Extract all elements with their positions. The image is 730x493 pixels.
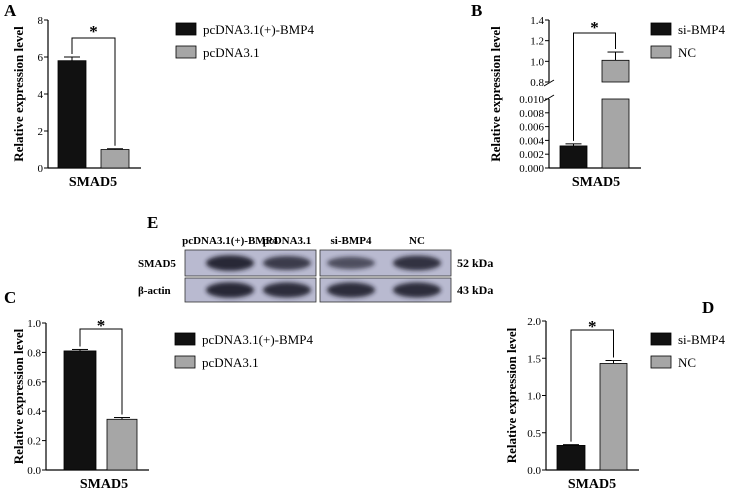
significance-star-A: * xyxy=(89,22,98,41)
legend-swatch-B-1 xyxy=(650,45,672,59)
y-tick-label-C-4: 0.8 xyxy=(27,347,41,359)
y-tick-label-upper-B-2: 1.2 xyxy=(530,36,544,48)
y-tick-label-D-2: 1.0 xyxy=(527,391,541,403)
blot-band-0-0 xyxy=(206,255,254,271)
bar-lower-B-1 xyxy=(601,98,630,169)
blot-row-label-0: SMAD5 xyxy=(138,258,176,270)
y-tick-label-C-2: 0.4 xyxy=(27,406,41,418)
lane-label-3: NC xyxy=(409,235,425,247)
legend-label-C-0: pcDNA3.1(+)-BMP4 xyxy=(202,332,313,347)
y-axis-label-C: Relative expression level xyxy=(11,328,26,464)
y-tick-label-A-2: 4 xyxy=(38,89,44,101)
y-tick-label-D-4: 2.0 xyxy=(527,316,541,328)
significance-star-C: * xyxy=(97,316,106,335)
blot-band-1-1 xyxy=(263,282,311,298)
lane-label-0: pcDNA3.1(+)-BMP4 xyxy=(182,235,278,247)
y-tick-label-lower-B-1: 0.002 xyxy=(519,149,544,161)
legend-swatch-D-1 xyxy=(650,355,672,369)
panel-label-C: C xyxy=(4,288,16,307)
legend-label-D-1: NC xyxy=(678,355,696,370)
y-tick-label-A-0: 0 xyxy=(38,163,44,175)
significance-bracket-C xyxy=(79,328,123,415)
category-label-C: SMAD5 xyxy=(80,477,128,492)
axis-break-mark-B xyxy=(543,79,555,102)
y-tick-label-lower-B-3: 0.006 xyxy=(519,122,544,134)
y-tick-label-A-1: 2 xyxy=(38,126,44,138)
category-label-D: SMAD5 xyxy=(568,477,616,492)
legend-label-B-0: si-BMP4 xyxy=(678,22,725,37)
bar-A-1 xyxy=(100,149,130,169)
legend-label-A-1: pcDNA3.1 xyxy=(203,45,260,60)
legend-swatch-C-0 xyxy=(174,332,196,346)
legend-swatch-A-0 xyxy=(175,22,197,36)
y-tick-label-upper-B-3: 1.4 xyxy=(530,15,544,27)
y-tick-label-D-0: 0.0 xyxy=(527,465,541,477)
legend-swatch-A-1 xyxy=(175,45,197,59)
y-tick-label-D-1: 0.5 xyxy=(527,428,541,440)
category-label-A: SMAD5 xyxy=(69,175,117,190)
significance-bracket-D xyxy=(570,329,614,442)
blot-row-label-1: β-actin xyxy=(138,285,171,297)
significance-bracket-B xyxy=(573,32,616,141)
bar-C-0 xyxy=(63,350,97,471)
y-axis-label-B: Relative expression level xyxy=(488,26,503,162)
y-tick-label-lower-B-0: 0.000 xyxy=(519,163,544,175)
blot-band-1-2 xyxy=(327,282,375,298)
lane-label-2: si-BMP4 xyxy=(331,235,372,247)
blot-kda-label-1: 43 kDa xyxy=(457,283,493,297)
y-tick-label-C-1: 0.2 xyxy=(27,436,41,448)
y-tick-label-D-3: 1.5 xyxy=(527,353,541,365)
category-label-B: SMAD5 xyxy=(572,175,620,190)
legend-label-C-1: pcDNA3.1 xyxy=(202,355,259,370)
blot-band-0-2 xyxy=(327,256,375,270)
y-tick-label-C-5: 1.0 xyxy=(27,318,41,330)
bar-upper-B-1 xyxy=(601,59,630,83)
bar-D-1 xyxy=(599,363,628,471)
legend-swatch-D-0 xyxy=(650,332,672,346)
blot-band-0-1 xyxy=(263,256,311,270)
blot-band-1-0 xyxy=(206,282,254,298)
panel-label-D: D xyxy=(702,298,714,317)
significance-star-D: * xyxy=(588,317,597,336)
lane-label-1: pcDNA3.1 xyxy=(263,235,312,247)
bar-D-0 xyxy=(556,445,586,471)
y-tick-label-upper-B-0: 0.8 xyxy=(530,77,544,89)
blot-kda-label-0: 52 kDa xyxy=(457,256,493,270)
panel-label-E: E xyxy=(147,213,158,232)
y-axis-label-D: Relative expression level xyxy=(504,327,519,463)
y-axis-label-A: Relative expression level xyxy=(11,26,26,162)
y-tick-label-lower-B-2: 0.004 xyxy=(519,135,544,147)
y-tick-label-lower-B-4: 0.008 xyxy=(519,108,544,120)
panel-label-B: B xyxy=(471,1,482,20)
significance-bracket-A xyxy=(71,37,116,146)
legend-label-A-0: pcDNA3.1(+)-BMP4 xyxy=(203,22,314,37)
blot-band-1-3 xyxy=(393,282,441,298)
bar-A-0 xyxy=(57,60,87,169)
bar-C-1 xyxy=(106,418,138,471)
blot-band-0-3 xyxy=(393,255,441,271)
y-tick-label-A-3: 6 xyxy=(38,52,44,64)
panel-label-A: A xyxy=(4,1,17,20)
bar-B-0 xyxy=(559,145,588,169)
significance-star-B: * xyxy=(590,18,599,37)
y-tick-label-C-0: 0.0 xyxy=(27,465,41,477)
legend-label-B-1: NC xyxy=(678,45,696,60)
y-tick-label-C-3: 0.6 xyxy=(27,377,41,389)
y-tick-label-upper-B-1: 1.0 xyxy=(530,56,544,68)
legend-swatch-B-0 xyxy=(650,22,672,36)
legend-swatch-C-1 xyxy=(174,355,196,369)
y-tick-label-A-4: 8 xyxy=(38,15,44,27)
y-tick-label-lower-B-5: 0.010 xyxy=(519,94,544,106)
legend-label-D-0: si-BMP4 xyxy=(678,332,725,347)
